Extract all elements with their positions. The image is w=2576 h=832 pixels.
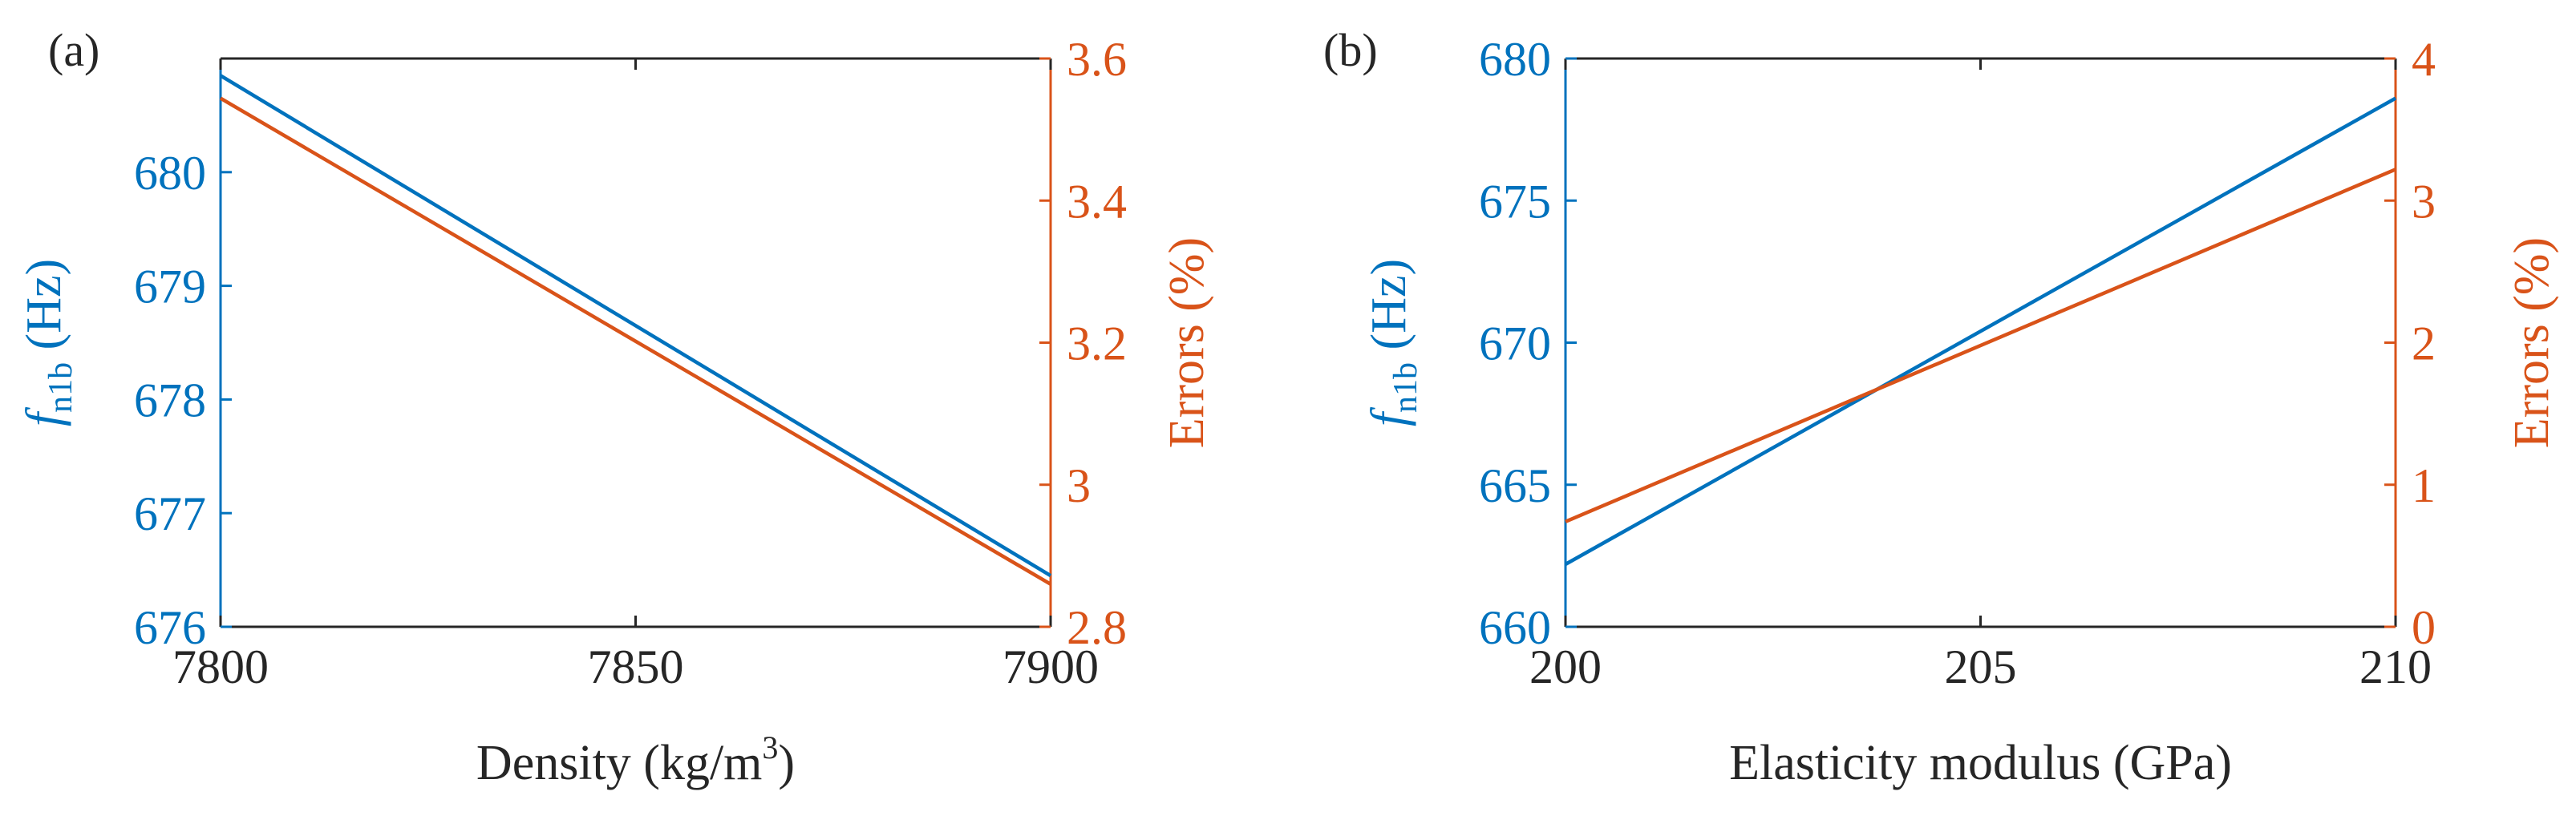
x-axis-label-suffix: ) bbox=[778, 736, 795, 790]
x-axis-label-sup: 3 bbox=[762, 729, 778, 765]
y-left-label-subscript: n1b bbox=[43, 362, 79, 413]
series-line-frequency bbox=[219, 74, 1052, 578]
y-right-tick-label: 3.2 bbox=[1067, 317, 1127, 370]
y-left-tick-label: 676 bbox=[134, 601, 206, 654]
y-left-tick-label: 678 bbox=[134, 374, 206, 426]
series-line-errors bbox=[1565, 168, 2396, 523]
x-tick-label: 7800 bbox=[172, 640, 269, 693]
y-right-axis-label: Errors (%) bbox=[2505, 237, 2559, 448]
y-right-axis-label: Errors (%) bbox=[1160, 237, 1214, 448]
x-tick-label: 7900 bbox=[1002, 640, 1099, 693]
series-line-frequency bbox=[1564, 96, 2397, 566]
y-left-axis-label: fn1b (Hz) bbox=[17, 259, 79, 426]
y-left-tick-label: 677 bbox=[134, 487, 206, 540]
y-right-tick-label: 3.6 bbox=[1067, 33, 1127, 86]
x-tick-label: 200 bbox=[1529, 640, 1602, 693]
x-tick-label: 210 bbox=[2359, 640, 2432, 693]
panel-label: (b) bbox=[1323, 24, 1378, 76]
y-right-tick-label: 2.8 bbox=[1067, 601, 1127, 654]
y-right-tick-label: 2 bbox=[2412, 317, 2436, 370]
y-left-tick-label: 660 bbox=[1479, 601, 1551, 654]
y-right-tick-label: 3 bbox=[2412, 175, 2436, 228]
panel-b: (b) 200 205 210 660 665 670 675 680 0 1 2 3 4 Elastici… bbox=[1323, 24, 2559, 790]
x-tick-label: 205 bbox=[1945, 640, 2017, 693]
y-left-tick-label: 679 bbox=[134, 261, 206, 313]
x-axis-label: Elasticity modulus (GPa) bbox=[1729, 736, 2232, 790]
y-right-tick-label: 4 bbox=[2412, 33, 2436, 86]
x-axis-label-main: Elasticity modulus (GPa) bbox=[1729, 736, 2232, 790]
y-right-tick-label: 3 bbox=[1067, 459, 1091, 512]
x-axis-label-main: Density (kg/m bbox=[476, 736, 762, 790]
y-left-label-subscript: n1b bbox=[1387, 362, 1424, 413]
x-tick-label: 7850 bbox=[588, 640, 684, 693]
y-left-tick-label: 665 bbox=[1479, 459, 1551, 512]
series-line-errors bbox=[219, 96, 1052, 586]
y-right-tick-label: 1 bbox=[2412, 459, 2436, 512]
y-right-tick-label: 3.4 bbox=[1067, 175, 1127, 228]
y-left-tick-label: 680 bbox=[1479, 33, 1551, 86]
y-left-label-unit: (Hz) bbox=[1362, 259, 1416, 362]
panel-label: (a) bbox=[48, 24, 99, 76]
y-left-tick-label: 670 bbox=[1479, 317, 1551, 370]
y-left-tick-label: 675 bbox=[1479, 175, 1551, 228]
panel-a: (a) 7800 7850 7900 676 677 678 679 680 2.8 3 3.2 3.4… bbox=[17, 24, 1214, 790]
x-axis-label: Density (kg/m3) bbox=[476, 729, 795, 790]
y-left-axis-label: fn1b (Hz) bbox=[1362, 259, 1424, 426]
y-right-tick-label: 0 bbox=[2412, 601, 2436, 654]
y-left-label-unit: (Hz) bbox=[17, 259, 71, 362]
y-left-tick-label: 680 bbox=[134, 147, 206, 200]
